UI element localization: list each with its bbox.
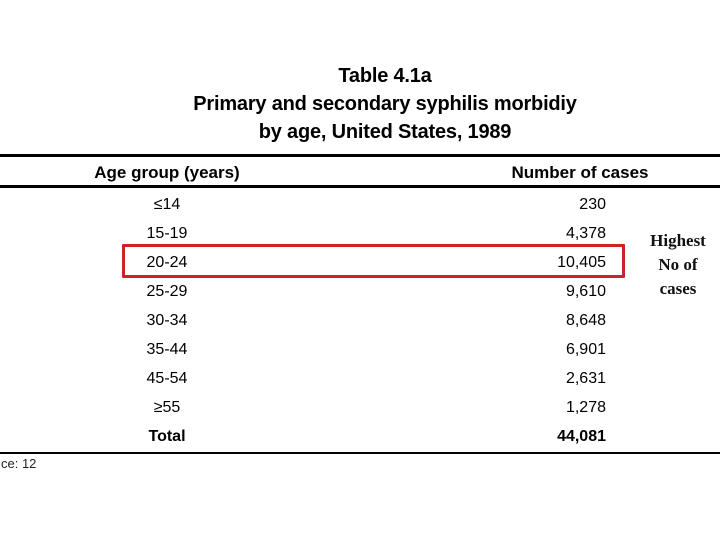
- table-top-rule: [0, 154, 720, 157]
- annotation-line-1: Highest: [650, 231, 706, 250]
- title-line-3: by age, United States, 1989: [258, 121, 512, 143]
- cases-cell: 44,081: [557, 428, 606, 445]
- highlight-annotation: Highest No of cases: [640, 229, 716, 301]
- source-footnote: ce: 12: [1, 456, 37, 471]
- cases-cell: 6,901: [565, 341, 606, 358]
- age-cell: 20-24: [146, 254, 188, 271]
- age-cell: 45-54: [146, 370, 188, 387]
- table-row: 20-24 10,405: [0, 244, 720, 278]
- table-row: Total 44,081: [0, 422, 720, 451]
- table-title: Table 4.1a Primary and secondary syphili…: [50, 62, 720, 146]
- table-row: 15-19 4,378: [0, 219, 720, 248]
- table-row: 45-54 2,631: [0, 364, 720, 393]
- age-cell: ≥55: [153, 399, 181, 416]
- cases-cell: 2,631: [565, 370, 606, 387]
- cases-cell: 4,378: [565, 225, 606, 242]
- column-header-age-group: Age group (years): [94, 163, 240, 182]
- title-line-1: Table 4.1a: [338, 65, 432, 87]
- cases-cell: 10,405: [557, 254, 606, 271]
- table-row: ≥55 1,278: [0, 393, 720, 422]
- table-row: 25-29 9,610: [0, 277, 720, 306]
- age-cell: 15-19: [146, 225, 188, 242]
- age-cell: Total: [148, 428, 186, 445]
- age-cell: ≤14: [153, 196, 181, 213]
- cases-cell: 9,610: [565, 283, 606, 300]
- age-cell: 30-34: [146, 312, 188, 329]
- table-bottom-rule: [0, 452, 720, 454]
- age-cell: 25-29: [146, 283, 188, 300]
- table-header-rule: [0, 185, 720, 188]
- cases-cell: 8,648: [565, 312, 606, 329]
- column-header-number-of-cases: Number of cases: [511, 163, 649, 182]
- table-header-row: Age group (years) Number of cases: [0, 160, 720, 185]
- table-row: ≤14 230: [0, 190, 720, 219]
- table-row: 35-44 6,901: [0, 335, 720, 364]
- cases-cell: 230: [579, 196, 606, 213]
- annotation-line-2: No of: [658, 255, 698, 274]
- annotation-line-3: cases: [659, 279, 697, 298]
- title-line-2: Primary and secondary syphilis morbidiy: [193, 93, 577, 115]
- table-row: 30-34 8,648: [0, 306, 720, 335]
- cases-cell: 1,278: [565, 399, 606, 416]
- age-cell: 35-44: [146, 341, 188, 358]
